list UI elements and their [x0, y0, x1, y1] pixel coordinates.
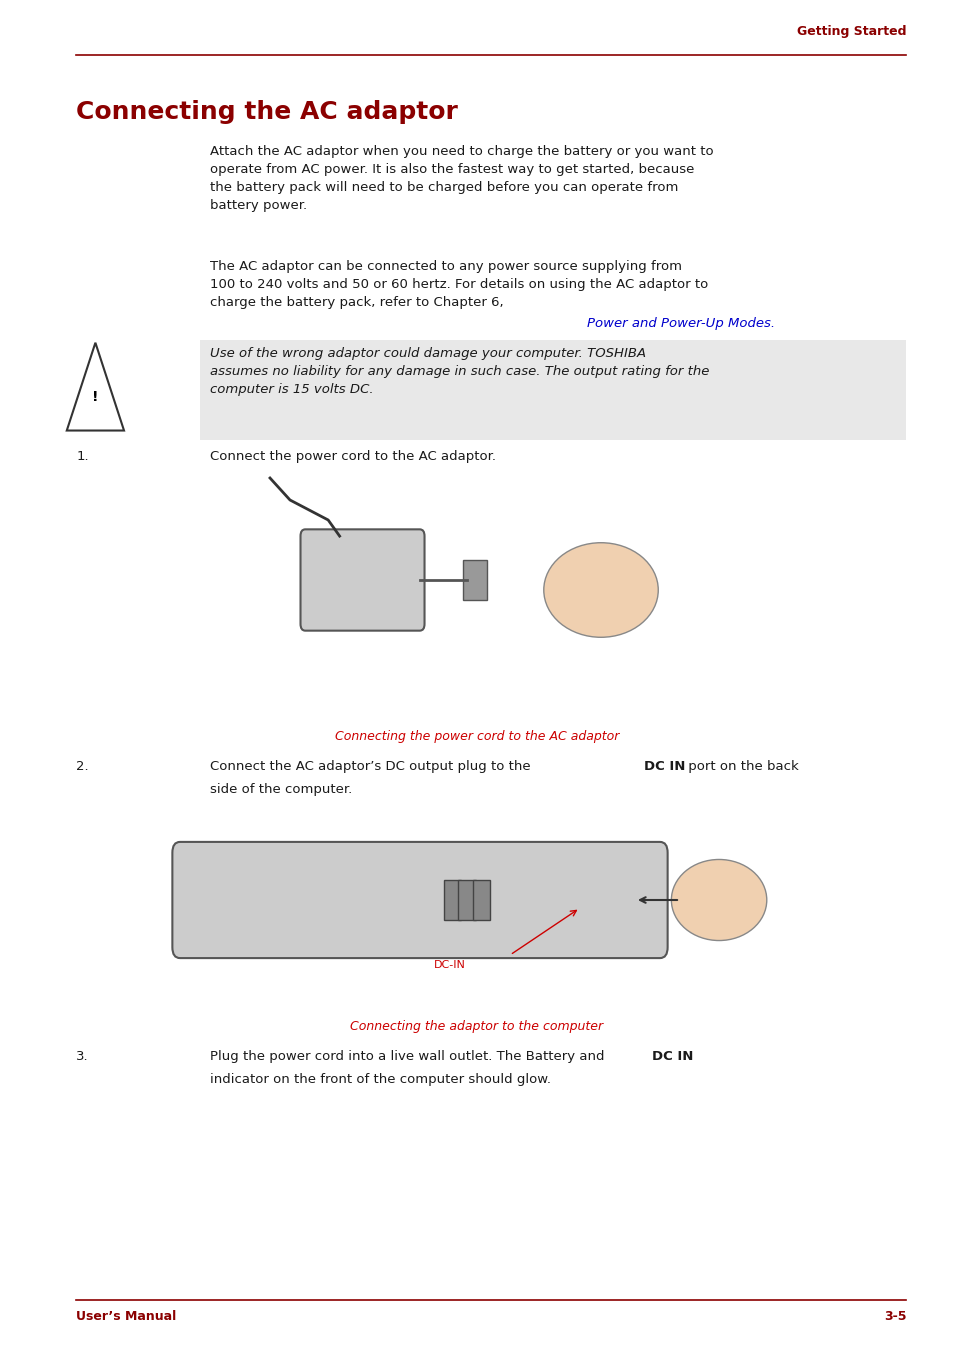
- Text: indicator on the front of the computer should glow.: indicator on the front of the computer s…: [210, 1073, 550, 1086]
- Text: 1.: 1.: [76, 450, 89, 463]
- FancyBboxPatch shape: [220, 476, 720, 720]
- Text: DC IN: DC IN: [651, 1050, 692, 1063]
- Text: Connecting the adaptor to the computer: Connecting the adaptor to the computer: [350, 1020, 603, 1034]
- FancyBboxPatch shape: [300, 530, 424, 631]
- FancyBboxPatch shape: [473, 880, 490, 920]
- Text: side of the computer.: side of the computer.: [210, 784, 352, 796]
- Text: !: !: [92, 389, 98, 404]
- Text: port on the back: port on the back: [683, 761, 798, 773]
- Text: 3-5: 3-5: [882, 1310, 905, 1323]
- FancyBboxPatch shape: [172, 842, 667, 958]
- FancyBboxPatch shape: [458, 880, 476, 920]
- FancyBboxPatch shape: [462, 559, 486, 600]
- Text: Use of the wrong adaptor could damage your computer. TOSHIBA
assumes no liabilit: Use of the wrong adaptor could damage yo…: [210, 347, 708, 396]
- Text: 2.: 2.: [76, 761, 89, 773]
- Text: Attach the AC adaptor when you need to charge the battery or you want to
operate: Attach the AC adaptor when you need to c…: [210, 145, 713, 212]
- Text: User’s Manual: User’s Manual: [76, 1310, 176, 1323]
- Ellipse shape: [543, 543, 658, 638]
- Polygon shape: [67, 343, 124, 431]
- Text: The AC adaptor can be connected to any power source supplying from
100 to 240 vo: The AC adaptor can be connected to any p…: [210, 259, 707, 309]
- Text: DC IN: DC IN: [643, 761, 684, 773]
- Text: Connecting the power cord to the AC adaptor: Connecting the power cord to the AC adap…: [335, 730, 618, 743]
- Text: Getting Started: Getting Started: [796, 26, 905, 38]
- Text: Power and Power-Up Modes.: Power and Power-Up Modes.: [586, 316, 774, 330]
- FancyBboxPatch shape: [200, 340, 905, 440]
- Text: Connect the AC adaptor’s DC output plug to the: Connect the AC adaptor’s DC output plug …: [210, 761, 535, 773]
- Text: Connecting the AC adaptor: Connecting the AC adaptor: [76, 100, 457, 124]
- Text: Connect the power cord to the AC adaptor.: Connect the power cord to the AC adaptor…: [210, 450, 496, 463]
- Text: 3.: 3.: [76, 1050, 89, 1063]
- Text: Plug the power cord into a live wall outlet. The Battery and: Plug the power cord into a live wall out…: [210, 1050, 608, 1063]
- Ellipse shape: [671, 859, 766, 940]
- FancyBboxPatch shape: [443, 880, 460, 920]
- Text: DC-IN: DC-IN: [434, 961, 465, 970]
